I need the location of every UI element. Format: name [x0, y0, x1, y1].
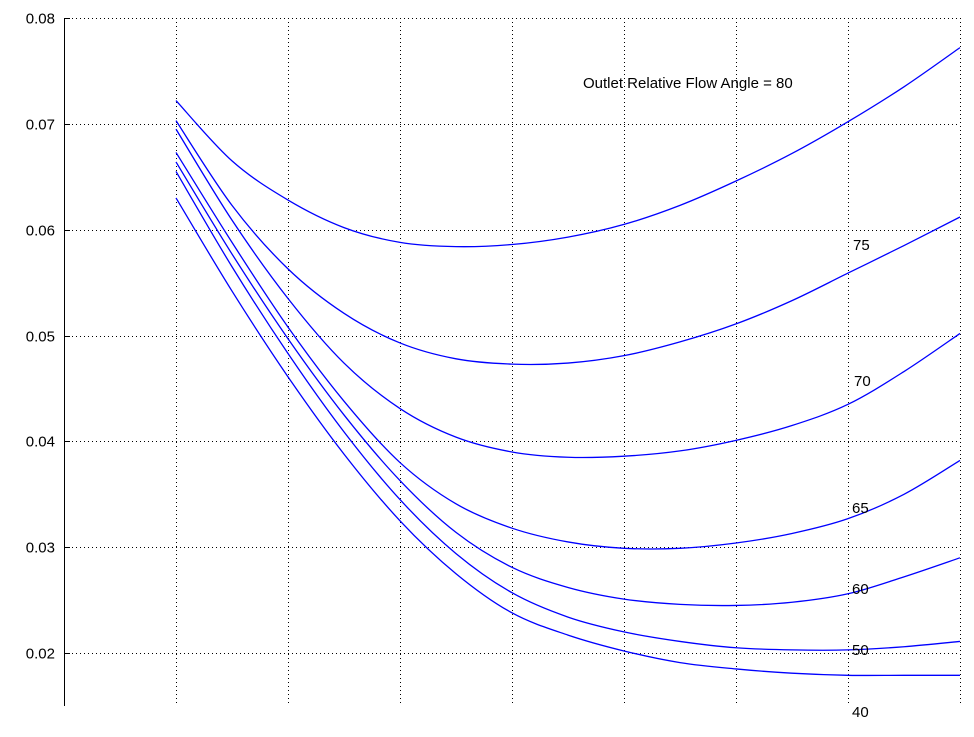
series-label-3: 70	[854, 373, 871, 390]
y-tick-label-1: 0.02	[26, 646, 55, 663]
series-layer	[175, 47, 961, 677]
axis-layer: 0.02 0.03 0.04 0.05 0.06 0.07 0.08	[26, 11, 70, 706]
y-tick-label-5: 0.06	[26, 223, 55, 240]
series-label-2: 75	[853, 237, 870, 254]
series-line-5	[175, 161, 961, 607]
y-tick-label-4: 0.05	[26, 329, 55, 346]
series-label-6: 50	[852, 642, 869, 659]
series-line-7	[175, 197, 960, 677]
series-label-4: 65	[852, 500, 869, 517]
series-line-1	[175, 47, 961, 248]
y-tick-label-6: 0.07	[26, 117, 55, 134]
series-line-4	[175, 152, 961, 550]
series-label-1: Outlet Relative Flow Angle = 80	[583, 75, 793, 92]
series-label-7: 40	[852, 704, 869, 721]
y-tick-label-2: 0.03	[26, 540, 55, 557]
y-tick-label-3: 0.04	[26, 434, 55, 451]
series-label-5: 60	[852, 581, 869, 598]
series-line-6	[175, 171, 961, 651]
series-line-3	[175, 128, 961, 459]
grid-layer	[64, 18, 961, 706]
y-tick-label-7: 0.08	[26, 11, 55, 28]
label-layer: Outlet Relative Flow Angle = 80 75 70 65 60 5…	[583, 75, 871, 721]
series-line-2	[175, 120, 961, 366]
